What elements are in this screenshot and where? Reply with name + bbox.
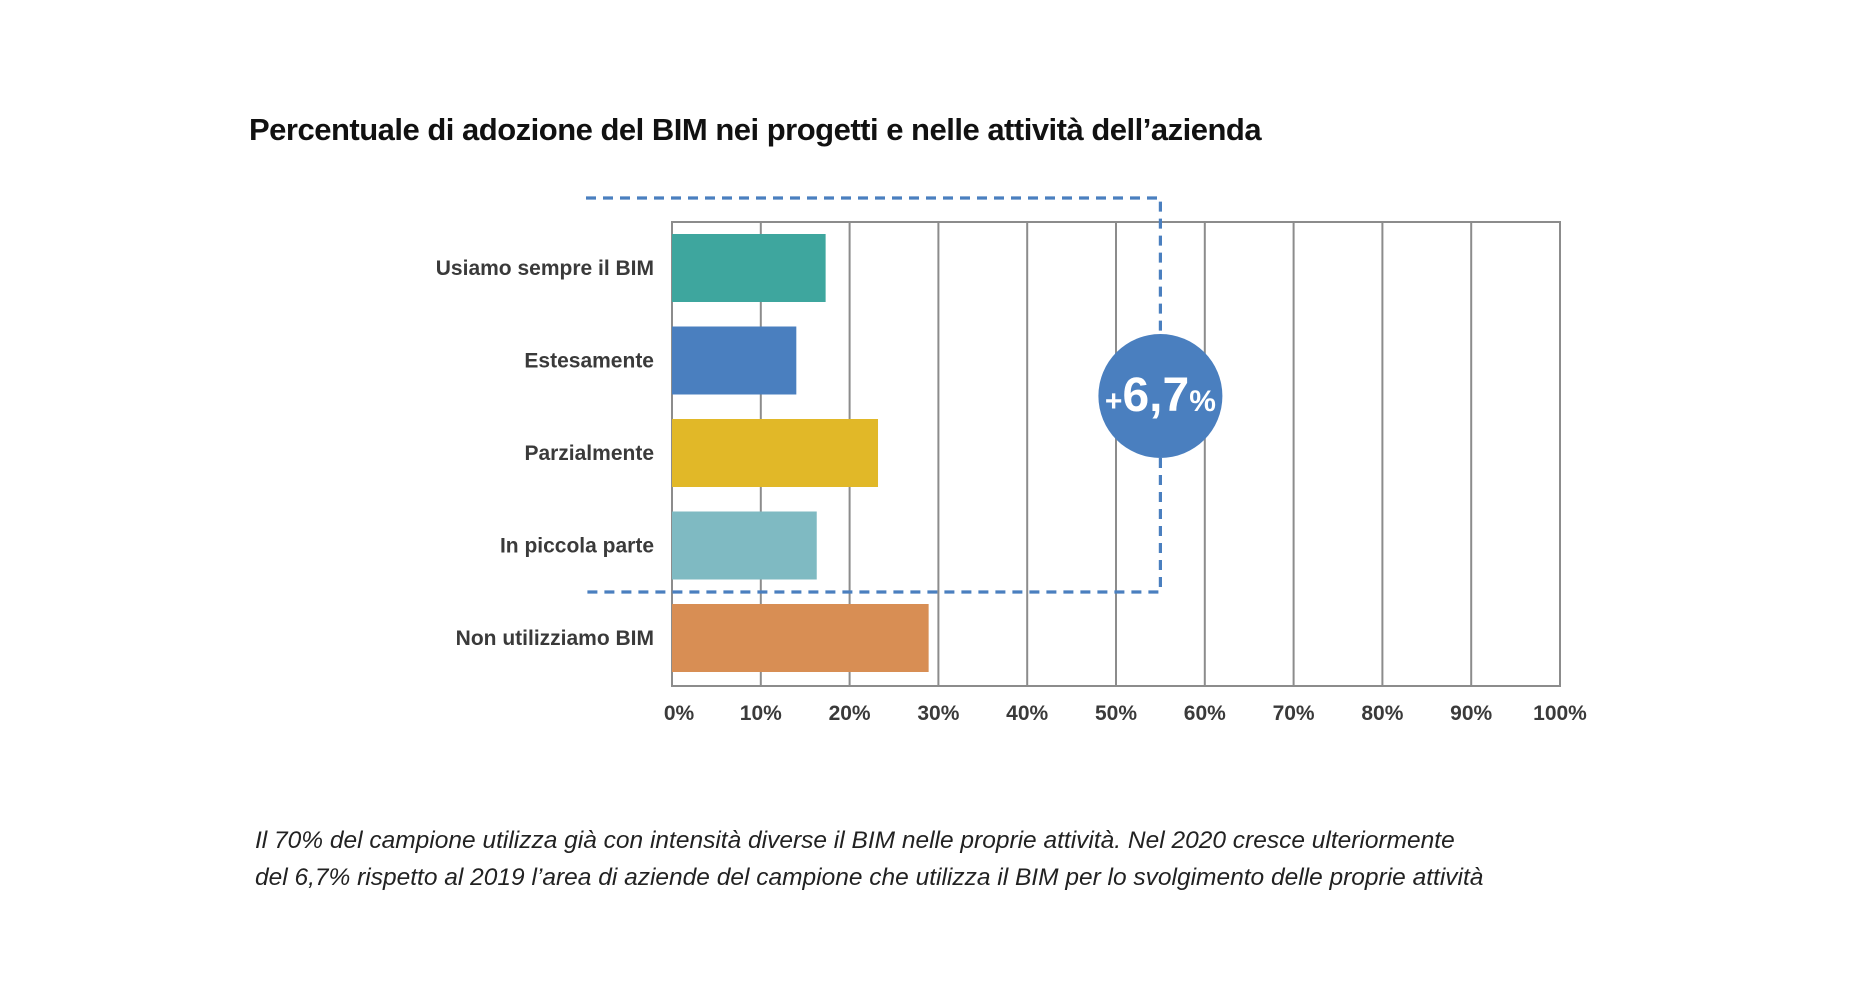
caption-line-1: Il 70% del campione utilizza già con int… bbox=[255, 827, 1455, 854]
x-tick-label: 10% bbox=[740, 702, 782, 725]
bar bbox=[672, 419, 879, 487]
category-label: Non utilizziamo BIM bbox=[456, 627, 654, 650]
x-tick-label: 50% bbox=[1095, 702, 1137, 725]
bracket-bottom bbox=[586, 458, 1163, 594]
x-tick-label: 40% bbox=[1006, 702, 1048, 725]
x-tick-label: 30% bbox=[917, 702, 959, 725]
caption-line-2: del 6,7% rispetto al 2019 l’area di azie… bbox=[255, 864, 1484, 891]
category-label: Estesamente bbox=[524, 350, 654, 373]
caption: Il 70% del campione utilizza già con int… bbox=[255, 822, 1483, 896]
x-tick-label: 60% bbox=[1184, 702, 1226, 725]
x-tick-label: 100% bbox=[1533, 702, 1587, 725]
category-labels: Usiamo sempre il BIM Estesamente Parzialme… bbox=[436, 257, 654, 650]
bars bbox=[672, 234, 929, 672]
x-tick-label: 80% bbox=[1361, 702, 1403, 725]
chart-title: Percentuale di adozione del BIM nei prog… bbox=[249, 112, 1262, 147]
bar bbox=[672, 511, 817, 580]
category-label: Usiamo sempre il BIM bbox=[436, 257, 654, 280]
bracket-top bbox=[586, 196, 1163, 336]
increase-badge-label: +6,7% bbox=[1105, 369, 1216, 422]
x-tick-label: 90% bbox=[1450, 702, 1492, 725]
bar bbox=[672, 234, 826, 302]
x-tick-label: 0% bbox=[664, 702, 695, 725]
x-tick-label: 20% bbox=[829, 702, 871, 725]
x-tick-labels: 0% 10% 20% 30% 40% 50% 60% 70% 80% 90% 100% bbox=[664, 702, 1587, 725]
increase-annotation: +6,7% bbox=[586, 196, 1223, 594]
increase-badge bbox=[1098, 334, 1223, 458]
bar bbox=[672, 604, 929, 672]
bar bbox=[672, 326, 797, 395]
x-tick-label: 70% bbox=[1273, 702, 1315, 725]
category-label: Parzialmente bbox=[524, 442, 654, 465]
category-label: In piccola parte bbox=[500, 535, 654, 558]
